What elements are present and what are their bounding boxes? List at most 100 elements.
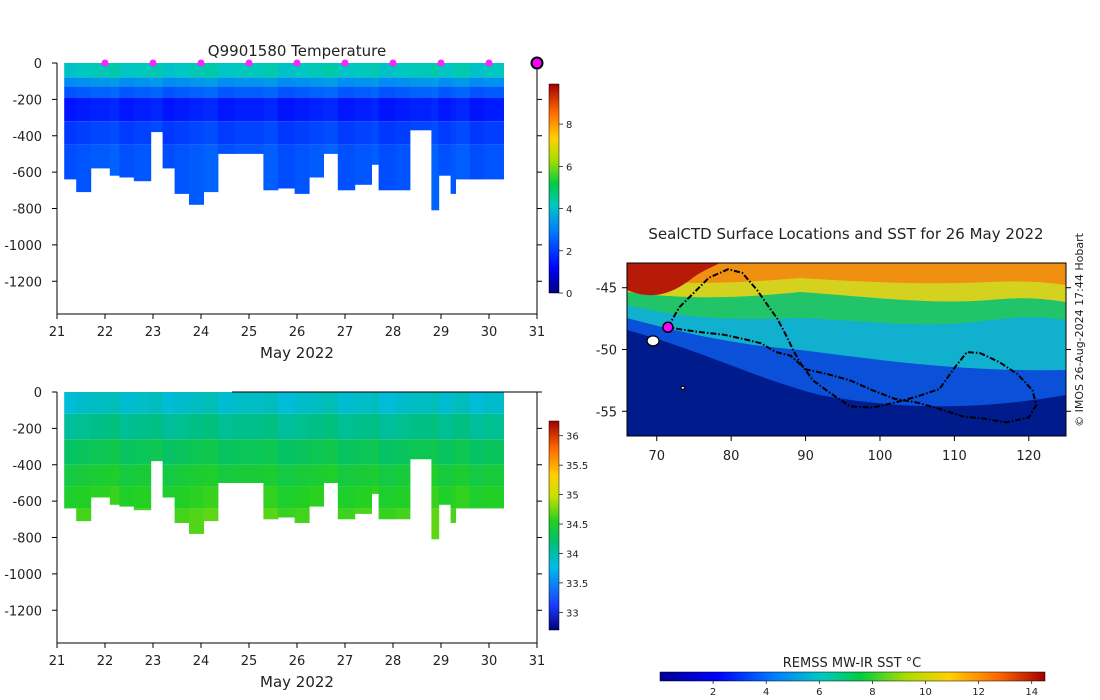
salinity-x-ticks: 21 22 23 24 25 26 27 28 29 30 31 <box>49 643 545 669</box>
section-cell <box>431 464 440 487</box>
surface-marker <box>245 59 253 67</box>
section-cell <box>150 77 164 87</box>
section-cell <box>371 77 380 87</box>
section-cell <box>395 508 411 520</box>
section-cell <box>203 486 219 509</box>
section-cell <box>469 77 485 87</box>
section-cell <box>90 486 111 498</box>
section-cell <box>395 63 411 78</box>
section-cell <box>217 392 236 414</box>
y-tick-label: -400 <box>12 130 42 145</box>
surface-marker <box>149 59 157 67</box>
surface-marker <box>341 59 349 67</box>
sst-colorbar-label: REMSS MW-IR SST °C <box>783 656 922 671</box>
section-cell <box>277 464 296 487</box>
section-cell <box>150 63 164 78</box>
section-cell <box>162 77 176 87</box>
x-tick-label: 29 <box>433 325 450 340</box>
section-cell <box>371 97 380 122</box>
section-cell <box>217 121 236 145</box>
section-cell <box>119 144 135 178</box>
section-cell <box>323 77 339 87</box>
section-cell <box>133 77 152 87</box>
section-cell <box>337 508 356 520</box>
section-cell <box>133 392 152 414</box>
section-cell <box>90 97 111 122</box>
x-tick-label: 27 <box>337 325 354 340</box>
section-cell <box>378 121 396 145</box>
section-cell <box>90 63 111 78</box>
salinity-colorbar-ticks: 33 33.5 34 34.5 35 35.5 36 <box>559 432 588 619</box>
x-tick-label: 21 <box>49 654 66 669</box>
latest-surface-marker <box>530 56 544 70</box>
section-cell <box>76 77 92 87</box>
section-cell <box>119 63 135 78</box>
section-cell <box>189 392 204 414</box>
x-tick-label: 27 <box>337 654 354 669</box>
map-y-tick-label: -50 <box>596 344 617 359</box>
section-cell <box>395 86 411 98</box>
section-cell <box>109 486 120 505</box>
section-cell <box>354 486 372 509</box>
section-cell <box>450 121 456 145</box>
section-cell <box>323 63 339 78</box>
section-cell <box>109 77 120 87</box>
section-cell <box>277 413 296 440</box>
section-cell <box>119 77 135 87</box>
section-cell <box>323 392 339 414</box>
x-tick-label: 30 <box>481 654 498 669</box>
surface-marker <box>485 59 493 67</box>
section-cell <box>395 413 411 440</box>
section-cell <box>323 464 339 483</box>
section-cell <box>294 486 310 509</box>
section-cell <box>90 413 111 440</box>
section-cell <box>234 97 264 122</box>
sst-colorbar-tick-label: 6 <box>816 687 822 698</box>
map-title: SealCTD Surface Locations and SST for 26… <box>648 225 1043 243</box>
section-cell <box>309 486 324 507</box>
sst-colorbar <box>659 671 1046 682</box>
section-cell <box>469 486 485 509</box>
section-cell <box>189 63 204 78</box>
map-y-tick-label: -55 <box>596 405 617 420</box>
section-cell <box>337 86 356 98</box>
section-cell <box>64 63 77 78</box>
section-cell <box>234 63 264 78</box>
section-cell <box>431 77 440 87</box>
section-cell <box>484 392 504 414</box>
temperature-x-ticks: 21 22 23 24 25 26 27 28 29 30 31 <box>49 314 545 340</box>
section-cell <box>309 77 324 87</box>
section-cell <box>438 86 452 98</box>
section-cell <box>119 121 135 145</box>
section-cell <box>371 413 380 440</box>
y-tick-label: -600 <box>12 495 42 510</box>
section-cell <box>263 464 279 487</box>
section-cell <box>76 86 92 98</box>
section-cell <box>455 486 471 509</box>
sst-colorbar-tick-label: 12 <box>972 687 985 698</box>
x-tick-label: 24 <box>193 654 210 669</box>
section-cell <box>174 439 190 465</box>
section-cell <box>378 439 396 465</box>
section-cell <box>203 63 219 78</box>
section-cell <box>150 97 164 122</box>
map-y-ticks: -45 -50 -55 <box>596 282 1071 420</box>
section-cell <box>234 86 264 98</box>
section-cell <box>150 121 164 133</box>
section-cell <box>371 486 380 494</box>
surface-marker <box>197 59 205 67</box>
section-cell <box>263 63 279 78</box>
section-cell <box>119 86 135 98</box>
section-cell <box>469 63 485 78</box>
y-tick-label: -800 <box>12 532 42 547</box>
section-cell <box>64 464 77 487</box>
sst-colorbar-ticks: 2 4 6 8 10 12 14 <box>710 681 1038 698</box>
section-cell <box>354 86 372 98</box>
temperature-panel: Q9901580 Temperature 0 -200 -400 -600 -800 -1… <box>4 42 572 362</box>
section-cell <box>431 97 440 122</box>
section-cell <box>189 508 204 534</box>
section-cell <box>90 144 111 169</box>
section-cell <box>469 392 485 414</box>
section-cell <box>203 392 219 414</box>
section-cell <box>395 486 411 509</box>
